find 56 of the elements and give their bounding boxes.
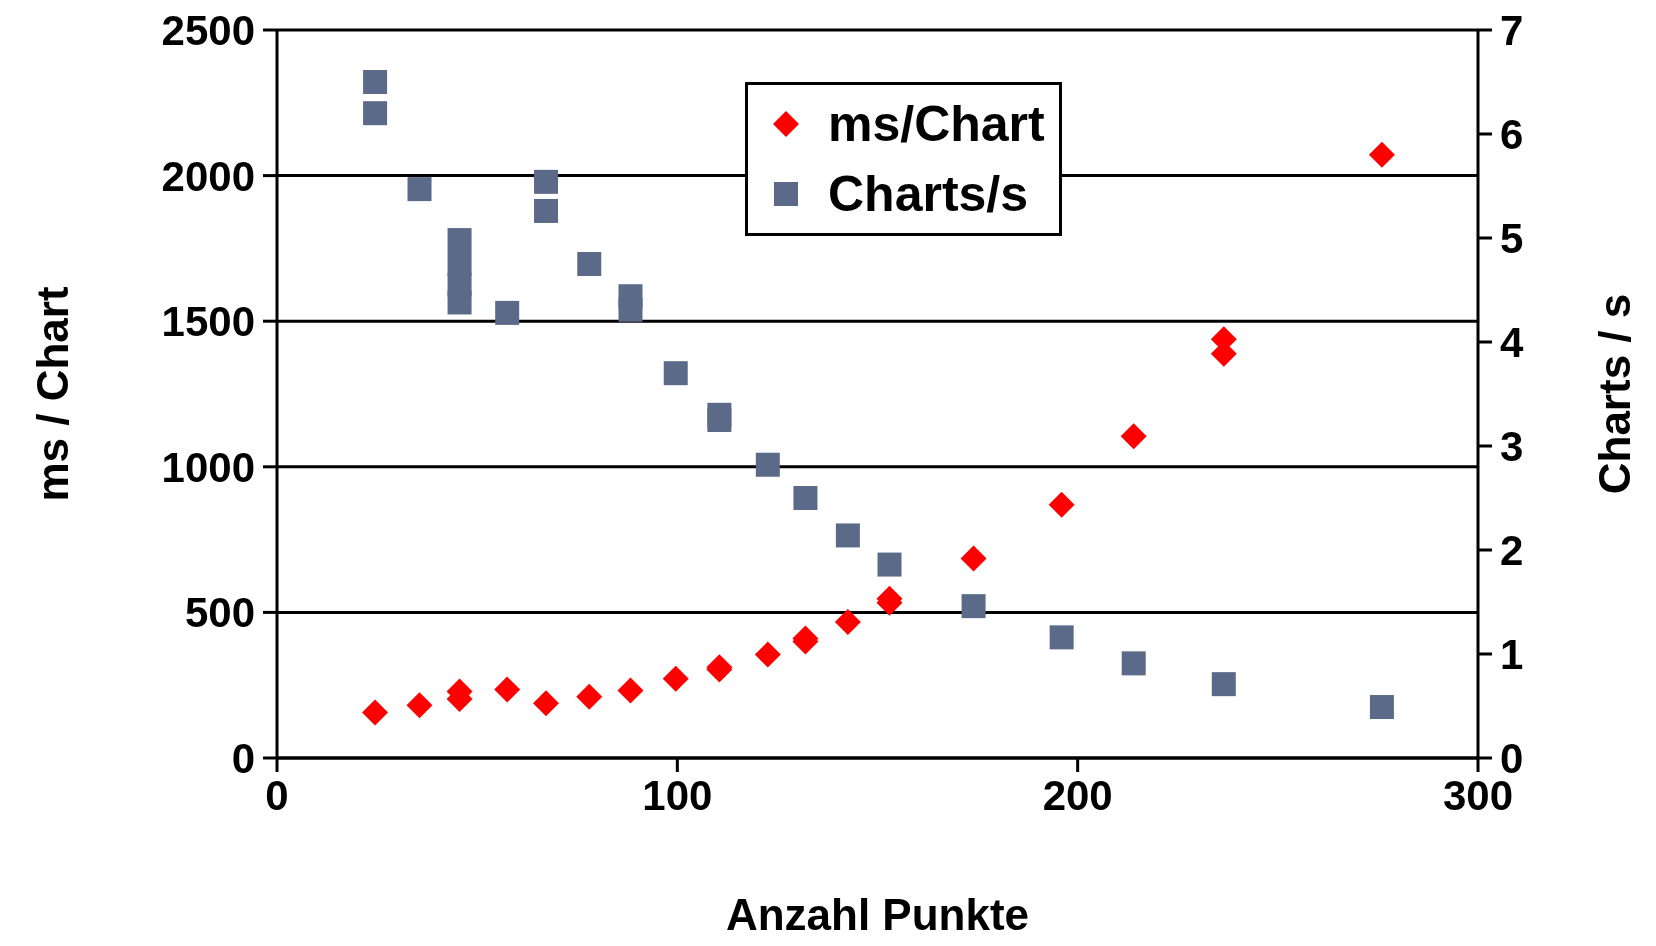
- point: [447, 290, 472, 315]
- point: [960, 545, 987, 572]
- x-tick-label: 200: [1042, 771, 1113, 819]
- y-tick-label: 1000: [161, 443, 255, 491]
- y2-tick-label: 5: [1500, 214, 1524, 262]
- y2-tick-label: 0: [1500, 734, 1524, 782]
- point: [663, 361, 688, 386]
- point: [1369, 695, 1394, 720]
- point: [534, 169, 559, 194]
- y-tick-label: 0: [231, 734, 255, 782]
- point: [877, 552, 902, 577]
- y-axis-title: ms / Chart: [27, 286, 77, 502]
- y-tick-label: 1500: [161, 298, 255, 346]
- y2-tick-label: 3: [1500, 422, 1524, 470]
- point: [793, 486, 818, 510]
- point: [755, 452, 780, 477]
- x-tick-label: 0: [265, 771, 289, 819]
- point: [533, 690, 560, 717]
- legend-label: ms/Chart: [828, 95, 1045, 154]
- y2-tick-label: 2: [1500, 526, 1524, 574]
- point: [754, 641, 781, 668]
- y2-tick-label: 6: [1500, 110, 1524, 158]
- point: [834, 609, 861, 636]
- y-tick-label: 500: [184, 589, 255, 637]
- point: [618, 297, 643, 322]
- point: [707, 408, 732, 432]
- point: [835, 523, 860, 548]
- y2-tick-label: 1: [1500, 630, 1524, 678]
- point: [576, 683, 603, 710]
- y2-tick-label: 7: [1500, 6, 1524, 54]
- point: [1048, 491, 1075, 518]
- y-tick-label: 2500: [161, 6, 255, 54]
- point: [407, 177, 432, 202]
- point: [1121, 651, 1146, 676]
- point: [495, 300, 520, 325]
- point: [1368, 141, 1395, 168]
- point: [447, 228, 472, 253]
- y2-axis-title: Charts / s: [1589, 293, 1639, 495]
- point: [406, 692, 433, 719]
- y2-tick-label: 4: [1500, 318, 1524, 366]
- point: [961, 594, 986, 619]
- point: [1120, 423, 1147, 450]
- point: [363, 101, 388, 126]
- point: [577, 252, 602, 276]
- point: [1211, 672, 1236, 697]
- point: [363, 70, 388, 94]
- point: [534, 198, 559, 223]
- x-tick-label: 100: [642, 771, 713, 819]
- point: [362, 699, 389, 726]
- point: [617, 677, 644, 704]
- point: [662, 665, 689, 692]
- x-axis-title: Anzahl Punkte: [725, 890, 1030, 939]
- point: [1049, 625, 1074, 650]
- point: [494, 676, 521, 703]
- legend-label: Charts/s: [828, 165, 1029, 224]
- y-tick-label: 2000: [161, 152, 255, 200]
